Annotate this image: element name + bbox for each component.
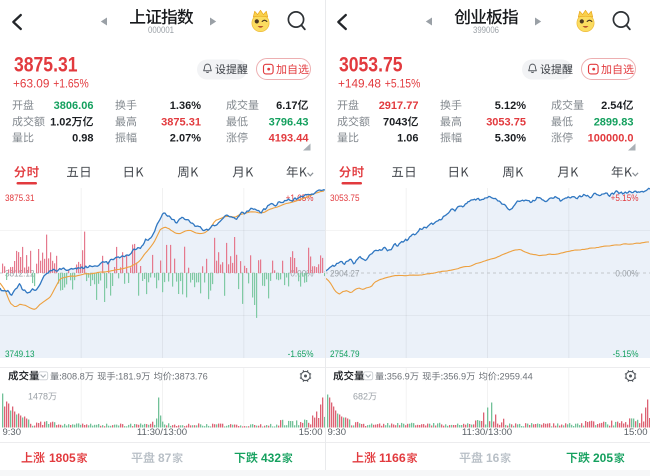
svg-text:9:30: 9:30: [328, 427, 347, 438]
svg-text:1.02: 1.02: [50, 117, 71, 129]
svg-text:3749.13: 3749.13: [5, 349, 35, 360]
svg-text:4193.44: 4193.44: [269, 133, 310, 145]
svg-text:+5.15%: +5.15%: [611, 193, 639, 204]
svg-text:3875.31: 3875.31: [161, 117, 201, 129]
svg-text:1166: 1166: [379, 451, 406, 465]
svg-text:15:00: 15:00: [299, 427, 323, 438]
svg-text:9:30: 9:30: [3, 427, 22, 438]
svg-text:2.54: 2.54: [601, 100, 623, 112]
svg-text:2917.77: 2917.77: [379, 100, 419, 112]
svg-text:356.9: 356.9: [387, 372, 410, 382]
svg-text:0.00%: 0.00%: [615, 269, 638, 280]
svg-text:205: 205: [593, 451, 613, 465]
svg-text:-5.15%: -5.15%: [613, 349, 639, 360]
svg-text:+149.48: +149.48: [338, 76, 381, 90]
svg-text:+63.09: +63.09: [13, 76, 49, 90]
svg-text:2959.44: 2959.44: [500, 372, 533, 382]
svg-text:6.17: 6.17: [276, 100, 297, 112]
svg-text:+1.65%: +1.65%: [53, 76, 89, 90]
svg-text:1.06: 1.06: [397, 133, 418, 145]
svg-text:181.9: 181.9: [118, 372, 141, 382]
svg-text:2754.79: 2754.79: [330, 349, 360, 360]
svg-text:15:00: 15:00: [624, 427, 648, 438]
svg-text:000001: 000001: [148, 25, 174, 35]
svg-text:2899.83: 2899.83: [594, 117, 634, 129]
svg-text:3053.75: 3053.75: [330, 193, 360, 204]
svg-text:1.36%: 1.36%: [170, 100, 201, 112]
svg-text:682: 682: [353, 392, 368, 402]
svg-text:16: 16: [486, 451, 500, 465]
svg-text:11:30/13:00: 11:30/13:00: [462, 427, 512, 438]
svg-text:5.12%: 5.12%: [495, 100, 526, 112]
svg-text:3053.75: 3053.75: [339, 53, 403, 77]
svg-text:3875.31: 3875.31: [14, 53, 78, 77]
svg-text:3796.43: 3796.43: [269, 117, 309, 129]
svg-text:11:30/13:00: 11:30/13:00: [137, 427, 187, 438]
svg-text:+5.15%: +5.15%: [385, 76, 421, 90]
svg-text:356.9: 356.9: [443, 372, 466, 382]
svg-text:3875.31: 3875.31: [5, 193, 35, 204]
svg-text:7043: 7043: [383, 117, 408, 129]
svg-text:3812.12: 3812.12: [5, 269, 35, 280]
svg-text:1805: 1805: [49, 451, 76, 465]
svg-text:808.8: 808.8: [62, 372, 85, 382]
svg-text:1478: 1478: [28, 392, 48, 402]
svg-text:87: 87: [158, 451, 172, 465]
svg-text:2904.27: 2904.27: [330, 269, 360, 280]
svg-text:2.07%: 2.07%: [170, 133, 201, 145]
svg-text:100000.0: 100000.0: [588, 133, 634, 145]
svg-text:3873.76: 3873.76: [175, 372, 208, 382]
svg-text:399006: 399006: [473, 25, 499, 35]
svg-text:3053.75: 3053.75: [486, 117, 526, 129]
svg-text:5.30%: 5.30%: [495, 133, 526, 145]
svg-text:-1.65%: -1.65%: [288, 349, 314, 360]
svg-text:0.98: 0.98: [72, 133, 93, 145]
svg-text:3806.06: 3806.06: [54, 100, 94, 112]
svg-text:+1.65%: +1.65%: [286, 193, 314, 204]
svg-text:432: 432: [261, 451, 281, 465]
